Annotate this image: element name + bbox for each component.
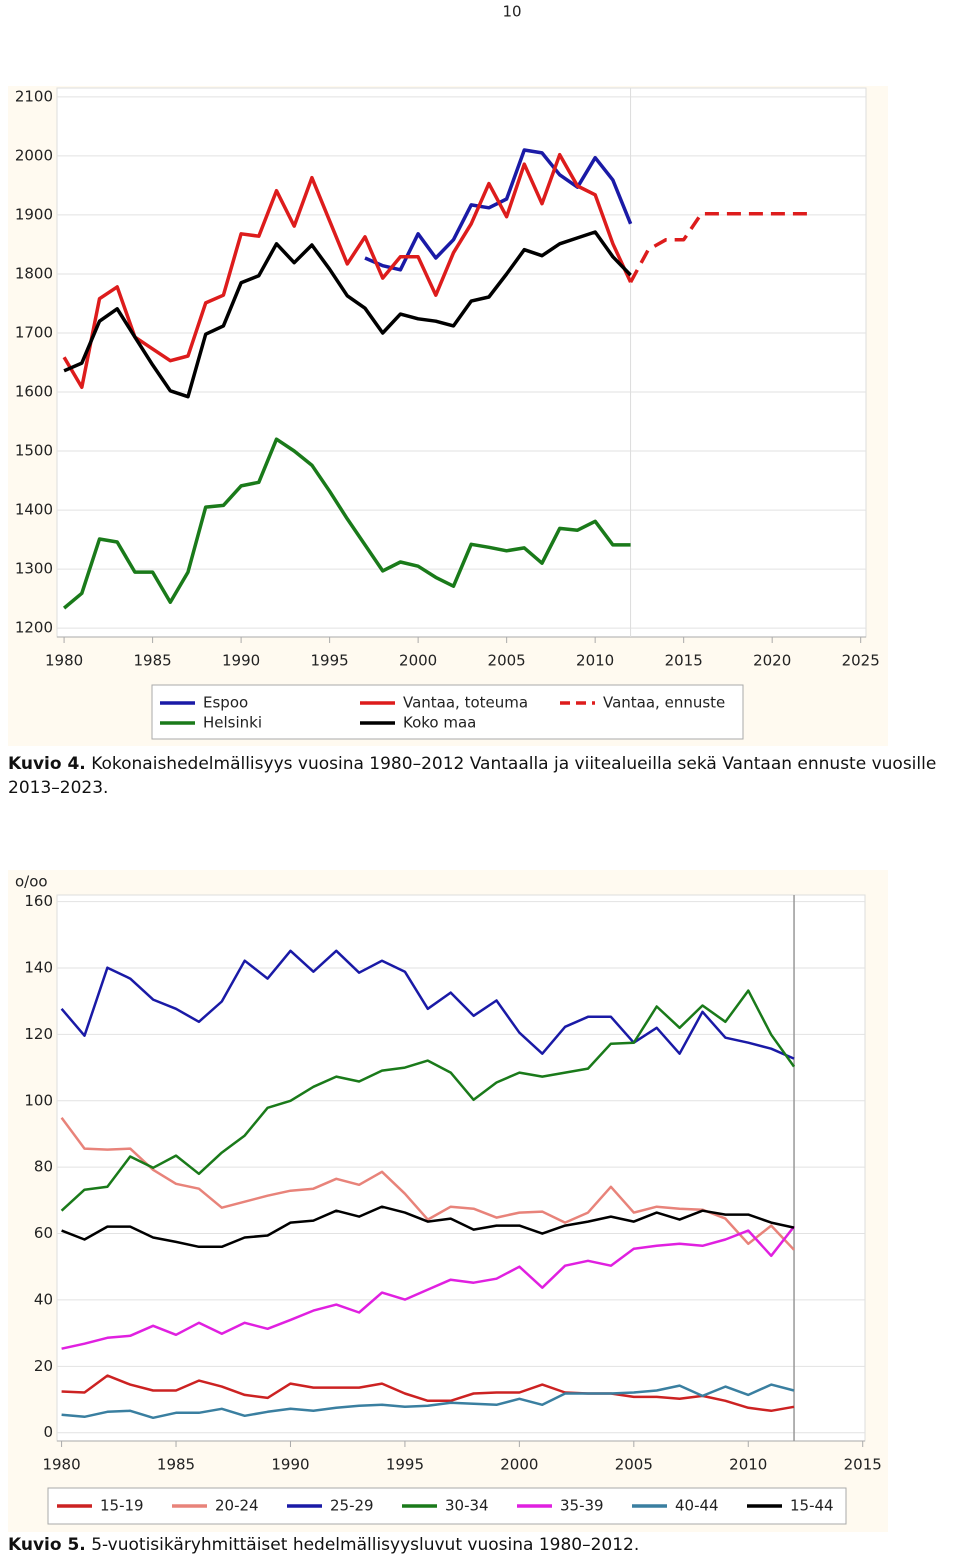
- legend-label: Koko maa: [403, 714, 476, 732]
- x-tick-label: 2005: [488, 652, 526, 670]
- y-tick-label: 80: [34, 1158, 53, 1176]
- series-line: [60, 949, 795, 1060]
- legend-label: 15-44: [790, 1497, 834, 1515]
- x-tick-label: 2010: [576, 652, 614, 670]
- x-tick-label: 2000: [500, 1456, 538, 1474]
- series-line: [61, 1383, 795, 1420]
- y-tick-label: 160: [24, 892, 53, 910]
- y-tick-label: 1200: [15, 619, 53, 637]
- caption: Kuvio 5. 5-vuotisikäryhmittäiset hedelmä…: [8, 1533, 958, 1557]
- series-line: [60, 1116, 795, 1251]
- y-tick-label: 2000: [15, 146, 53, 164]
- series-line: [61, 1225, 795, 1350]
- series-line: [60, 989, 796, 1212]
- x-tick-label: 1995: [311, 652, 349, 670]
- caption-text: 5-vuotisikäryhmittäiset hedelmällisyyslu…: [91, 1535, 640, 1555]
- x-tick-label: 2000: [399, 652, 437, 670]
- series-line: [61, 1374, 795, 1413]
- plot-area: [56, 894, 866, 1442]
- x-tick-label: 2005: [615, 1456, 653, 1474]
- y-tick-label: 40: [34, 1290, 53, 1308]
- legend-label: 35-39: [560, 1497, 604, 1515]
- y-tick-label: 140: [24, 959, 53, 977]
- page-number: 10: [502, 3, 521, 21]
- y-tick-label: 1900: [15, 205, 53, 223]
- legend-label: Vantaa, ennuste: [603, 694, 725, 712]
- x-tick-label: 2025: [842, 652, 880, 670]
- y-tick-label: 100: [24, 1091, 53, 1109]
- x-tick-label: 1990: [271, 1456, 309, 1474]
- caption-label: Kuvio 4.: [8, 754, 86, 774]
- legend-label: Espoo: [203, 694, 248, 712]
- y-tick-label: 60: [34, 1224, 53, 1242]
- x-tick-label: 2010: [729, 1456, 767, 1474]
- caption-text: Kokonaishedelmällisyys vuosina 1980–2012…: [8, 754, 937, 798]
- caption-label: Kuvio 5.: [8, 1535, 86, 1555]
- y-tick-label: 1800: [15, 264, 53, 282]
- plot-area: [56, 87, 867, 638]
- series-line: [62, 437, 631, 610]
- y-tick-label: 1300: [15, 560, 53, 578]
- x-tick-label: 2015: [844, 1456, 882, 1474]
- x-tick-label: 1995: [386, 1456, 424, 1474]
- legend-label: 15-19: [100, 1497, 144, 1515]
- y-tick-label: 2100: [15, 87, 53, 105]
- x-tick-label: 2020: [753, 652, 791, 670]
- legend: [151, 684, 744, 740]
- x-tick-label: 1980: [42, 1456, 80, 1474]
- legend-label: 25-29: [330, 1497, 374, 1515]
- y-tick-label: 0: [43, 1423, 53, 1441]
- y-axis-label: o/oo: [15, 873, 48, 891]
- y-tick-label: 120: [24, 1025, 53, 1043]
- x-tick-label: 1985: [157, 1456, 195, 1474]
- series-line: [61, 1205, 795, 1249]
- caption: Kuvio 4. Kokonaishedelmällisyys vuosina …: [8, 752, 958, 800]
- series-line: [629, 211, 808, 284]
- x-tick-label: 2015: [665, 652, 703, 670]
- x-tick-label: 1980: [45, 652, 83, 670]
- legend-label: 20-24: [215, 1497, 259, 1515]
- y-tick-label: 1600: [15, 383, 53, 401]
- x-tick-label: 1985: [133, 652, 171, 670]
- y-tick-label: 1700: [15, 323, 53, 341]
- legend-label: 40-44: [675, 1497, 719, 1515]
- series-line: [63, 230, 632, 399]
- legend-label: Helsinki: [203, 714, 262, 732]
- y-tick-label: 1500: [15, 442, 53, 460]
- y-tick-label: 20: [34, 1357, 53, 1375]
- y-tick-label: 1400: [15, 501, 53, 519]
- x-tick-label: 1990: [222, 652, 260, 670]
- series-line: [62, 152, 633, 390]
- legend-label: Vantaa, toteuma: [403, 694, 528, 712]
- legend-label: 30-34: [445, 1497, 489, 1515]
